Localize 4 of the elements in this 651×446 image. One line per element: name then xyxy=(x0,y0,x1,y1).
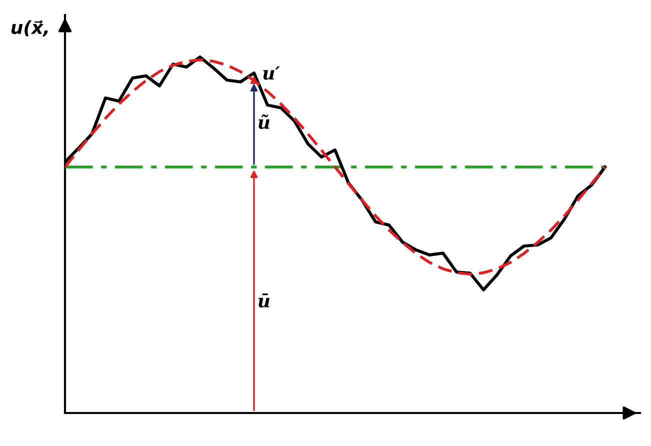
annotation: ũ xyxy=(258,114,270,129)
annotation: u′ xyxy=(263,66,280,80)
annotation: ū xyxy=(258,293,270,308)
y-axis-title: u(x⃗, xyxy=(11,20,48,36)
